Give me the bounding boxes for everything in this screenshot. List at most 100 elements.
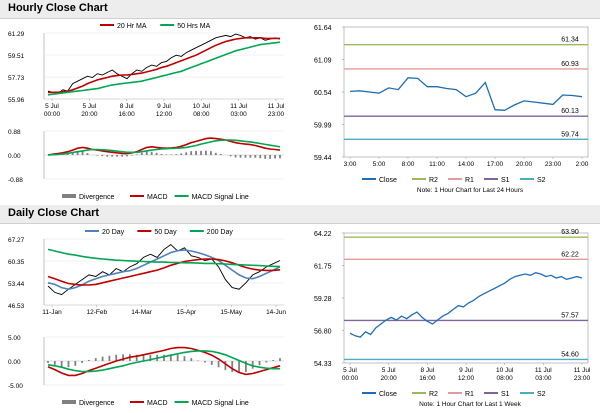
daily-pivot-chart: 64.22 61.75 59.28 56.80 54.33 63.90 62.22 57.57… (314, 229, 591, 408)
x-tick-label: 8:00 (402, 161, 415, 168)
x-tick-label: 10 Jul 08:00 (496, 367, 514, 382)
level-label-s1: 60.13 (561, 108, 579, 115)
level-label-s2: 54.60 (561, 351, 579, 358)
y-tick-label: 53.44 (8, 281, 25, 288)
x-tick-label: 11-Jan (42, 309, 62, 316)
series-line-50-hrs-ma (47, 41, 281, 96)
x-tick-label: 5 Jul 00:00 (44, 103, 61, 118)
hourly-macd-chart: 0.88 0.00 -0.88 Divergence MACD MACD Signal L… (8, 129, 284, 201)
y-tick-label: 61.09 (314, 58, 332, 65)
legend-label-divergence: Divergence (79, 194, 115, 201)
x-tick-label: 8 Jul 16:00 (119, 103, 136, 118)
x-tick-label: 12-Feb (86, 309, 107, 316)
x-tick-label: 11 Jul 03:00 (535, 367, 552, 382)
x-tick-label: 5 Jul 20:00 (381, 367, 398, 382)
x-tick-label: 14-Jun (266, 309, 286, 316)
series-line-20-hr-ma (48, 36, 280, 94)
y-tick-label: 59.28 (314, 296, 332, 303)
x-tick-label: 15-Apr (177, 309, 197, 316)
hourly-section-title: Hourly Close Chart (8, 2, 108, 14)
chart-note: Note: 1 Hour Chart for Last 24 Hours (417, 187, 524, 194)
legend-label-macd-signal-line: MACD Signal Line (192, 400, 249, 407)
legend-label-s2: S2 (537, 177, 546, 184)
y-tick-label: -0.88 (8, 177, 23, 184)
x-tick-label: 10 Jul 08:00 (193, 103, 211, 118)
y-tick-label: 59.99 (314, 123, 332, 130)
y-tick-label: 5.00 (8, 335, 21, 342)
legend-label-50-hrs-ma: 50 Hrs MA (177, 23, 210, 30)
x-tick-label: 14-Mar (131, 309, 152, 316)
x-tick-label: 15-May (220, 309, 242, 316)
level-label-r2: 61.34 (561, 37, 579, 44)
daily-price-chart: 67.27 60.35 53.44 46.53 11-Jan 12-Feb 14-Mar 15… (8, 229, 286, 316)
x-tick-label: 3:00 (344, 161, 357, 168)
x-tick-label: 11 Jul 23:00 (574, 367, 591, 382)
y-tick-label: 61.75 (314, 263, 332, 270)
legend-label-macd-signal-line: MACD Signal Line (192, 194, 249, 201)
x-tick-label: 5 Jul 20:00 (81, 103, 98, 118)
x-tick-label: 14:00 (458, 161, 475, 168)
legend-label-s1: S1 (501, 391, 510, 398)
x-tick-label: 8 Jul 16:00 (419, 367, 436, 382)
legend-label-divergence: Divergence (79, 400, 115, 407)
level-label-s2: 59.74 (561, 131, 579, 138)
series-line-200-day (47, 248, 281, 268)
y-tick-label: 56.80 (314, 329, 332, 336)
y-tick-label: -5.00 (8, 383, 23, 390)
x-tick-label: 5 Jul 00:00 (342, 367, 359, 382)
series-line-close (47, 33, 281, 95)
series-line-close (349, 77, 583, 111)
legend-label-200-day: 200 Day (207, 229, 234, 236)
y-tick-label: 0.00 (8, 153, 21, 160)
legend-label-50-day: 50 Day (154, 229, 177, 236)
y-tick-label: 59.51 (8, 53, 25, 60)
series-line-close (349, 272, 583, 338)
x-tick-label: 11:00 (429, 161, 445, 168)
y-tick-label: 61.64 (314, 25, 332, 32)
x-tick-label: 23:00 (545, 161, 562, 168)
legend-label-s1: S1 (501, 177, 510, 184)
x-tick-label: 9 Jul 12:00 (156, 103, 173, 118)
level-label-r2: 63.90 (561, 229, 579, 236)
legend-label-r2: R2 (429, 177, 438, 184)
y-tick-label: 55.96 (8, 97, 25, 104)
x-tick-label: 20:00 (516, 161, 533, 168)
y-tick-label: 59.44 (314, 155, 332, 162)
x-tick-label: 9 Jul 12:00 (458, 367, 475, 382)
legend-swatch-divergence (62, 400, 76, 404)
legend-label-macd: MACD (147, 400, 168, 407)
daily-section-title: Daily Close Chart (8, 207, 100, 219)
y-tick-label: 64.22 (314, 231, 332, 238)
y-tick-label: 67.27 (8, 237, 25, 244)
series-line-close (47, 244, 281, 296)
legend-label-20-hr-ma: 20 Hr MA (117, 23, 147, 30)
hourly-price-chart: 61.29 59.51 57.73 55.96 5 Jul 00:00 5 Jul 20:00… (8, 23, 285, 118)
y-tick-label: 60.35 (8, 259, 25, 266)
x-tick-label: 17:00 (487, 161, 504, 168)
level-label-s1: 57.57 (561, 312, 579, 319)
level-label-r1: 60.93 (561, 61, 579, 68)
chart-note: Note: 1 Hour Chart for Last 1 Week (419, 401, 522, 408)
x-tick-label: 11 Jul 03:00 (230, 103, 247, 118)
legend-label-20-day: 20 Day (102, 229, 125, 236)
daily-section-header: Daily Close Chart (0, 205, 600, 224)
series-line-macd-signal-line (47, 350, 280, 373)
series-line-50-day (47, 258, 281, 286)
y-tick-label: 54.33 (314, 361, 332, 368)
legend-label-r2: R2 (429, 391, 438, 398)
legend-label-close: Close (379, 391, 397, 398)
series-line-macd-signal-line (47, 139, 281, 156)
legend-label-close: Close (379, 177, 397, 184)
daily-macd-chart: 5.00 0.00 -5.00 Divergence MACD MACD Signal L… (8, 335, 284, 407)
legend-label-macd: MACD (147, 194, 168, 201)
plot-frame (343, 232, 589, 364)
legend-label-s2: S2 (537, 391, 546, 398)
level-label-r1: 62.22 (561, 251, 579, 258)
legend-label-r1: R1 (465, 177, 474, 184)
y-tick-label: 0.88 (8, 129, 21, 136)
y-tick-label: 46.53 (8, 303, 25, 310)
hourly-pivot-chart: 61.64 61.09 60.54 59.99 59.44 61.34 60.93 60.13… (314, 25, 589, 194)
y-tick-label: 60.54 (314, 90, 332, 97)
legend-swatch-divergence (62, 194, 76, 198)
series-line-20-day (47, 249, 281, 291)
